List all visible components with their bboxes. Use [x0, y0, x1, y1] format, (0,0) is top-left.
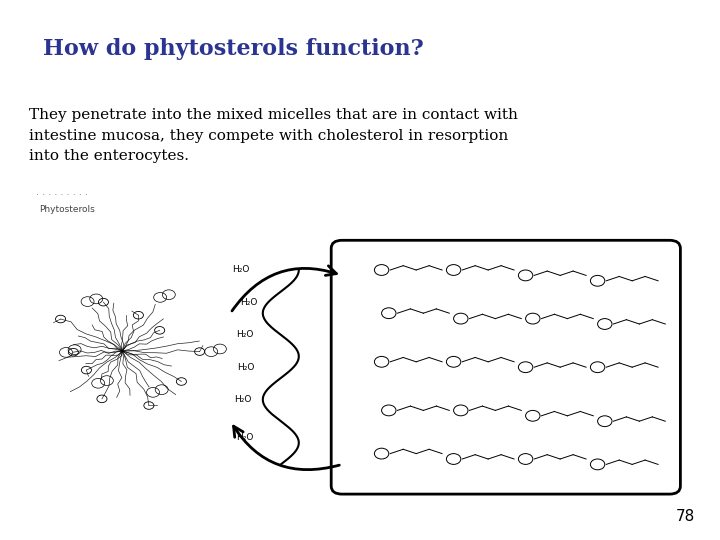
- Text: How do phytosterols function?: How do phytosterols function?: [43, 38, 424, 60]
- Text: 78: 78: [675, 509, 695, 524]
- Text: H₂O: H₂O: [234, 395, 251, 404]
- Text: H₂O: H₂O: [236, 330, 253, 339]
- Text: H₂O: H₂O: [238, 363, 255, 372]
- Text: They penetrate into the mixed micelles that are in contact with
intestine mucosa: They penetrate into the mixed micelles t…: [29, 108, 518, 163]
- FancyBboxPatch shape: [331, 240, 680, 494]
- Text: H₂O: H₂O: [233, 266, 250, 274]
- Text: Phytosterols: Phytosterols: [40, 205, 95, 214]
- Text: H₂O: H₂O: [240, 298, 257, 307]
- Text: H₂O: H₂O: [236, 433, 253, 442]
- Text: . . . . . . . . .: . . . . . . . . .: [36, 187, 88, 197]
